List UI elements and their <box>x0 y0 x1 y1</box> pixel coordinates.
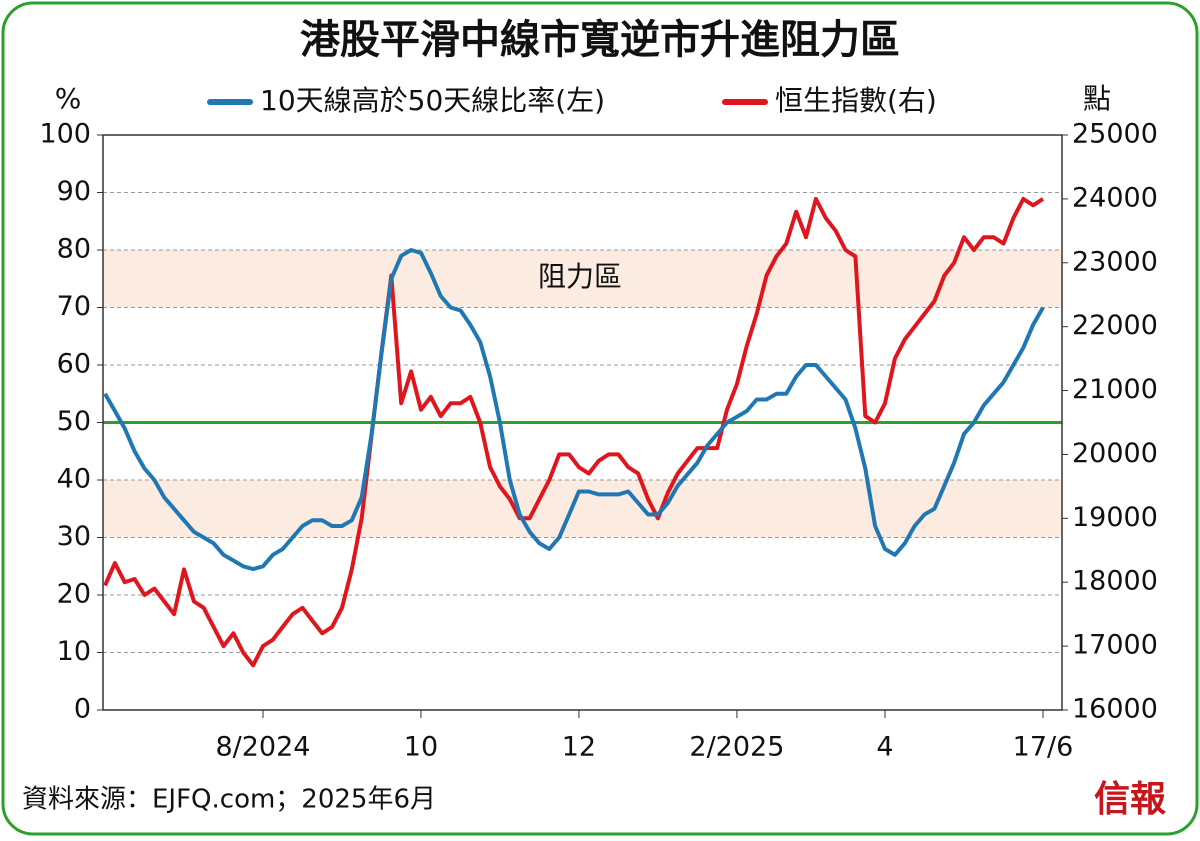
y-tick-label: 0 <box>74 694 91 725</box>
y-tick-label: 70 <box>57 291 91 322</box>
x-tick-label: 8/2024 <box>215 732 310 763</box>
y-unit: % <box>55 82 82 115</box>
x-tick-label: 10 <box>404 732 438 763</box>
y2-tick-label: 25000 <box>1072 119 1158 150</box>
resistance-band <box>103 250 1062 308</box>
series-line <box>103 248 1045 572</box>
x-tick-label: 12 <box>562 732 596 763</box>
y-tick-label: 10 <box>57 636 91 667</box>
y-tick-label: 20 <box>57 579 91 610</box>
x-tick-label: 17/6 <box>1013 732 1074 763</box>
y-tick-label: 50 <box>57 406 91 437</box>
legend-label: 恒生指數(右) <box>775 84 937 117</box>
y2-tick-label: 23000 <box>1072 246 1158 277</box>
legend-label: 10天線高於50天線比率(左) <box>260 84 605 117</box>
y-tick-label: 60 <box>57 349 91 380</box>
y2-tick-label: 16000 <box>1072 694 1158 725</box>
y2-tick-label: 24000 <box>1072 182 1158 213</box>
y-tick-label: 90 <box>57 176 91 207</box>
y2-tick-label: 20000 <box>1072 438 1158 469</box>
y-tick-label: 100 <box>39 119 91 150</box>
y2-tick-label: 17000 <box>1072 630 1158 661</box>
source: 資料來源：EJFQ.com；2025年6月 <box>22 785 436 815</box>
y-tick-label: 80 <box>57 234 91 265</box>
y2-unit: 點 <box>1083 82 1111 115</box>
y2-tick-label: 18000 <box>1072 566 1158 597</box>
logo: 信報 <box>1094 778 1166 820</box>
chart-title: 港股平滑中線市寬逆市升進阻力區 <box>300 17 900 63</box>
x-tick-label: 2/2025 <box>689 732 784 763</box>
y2-tick-label: 19000 <box>1072 502 1158 533</box>
y2-tick-label: 21000 <box>1072 374 1158 405</box>
plot-frame <box>102 134 1063 711</box>
series-line <box>103 196 1045 668</box>
y-tick-label: 30 <box>57 521 91 552</box>
x-tick-label: 4 <box>876 732 893 763</box>
y-tick-label: 40 <box>57 464 91 495</box>
annotation: 阻力區 <box>538 260 622 293</box>
y2-tick-label: 22000 <box>1072 310 1158 341</box>
resistance-band <box>103 480 1062 538</box>
